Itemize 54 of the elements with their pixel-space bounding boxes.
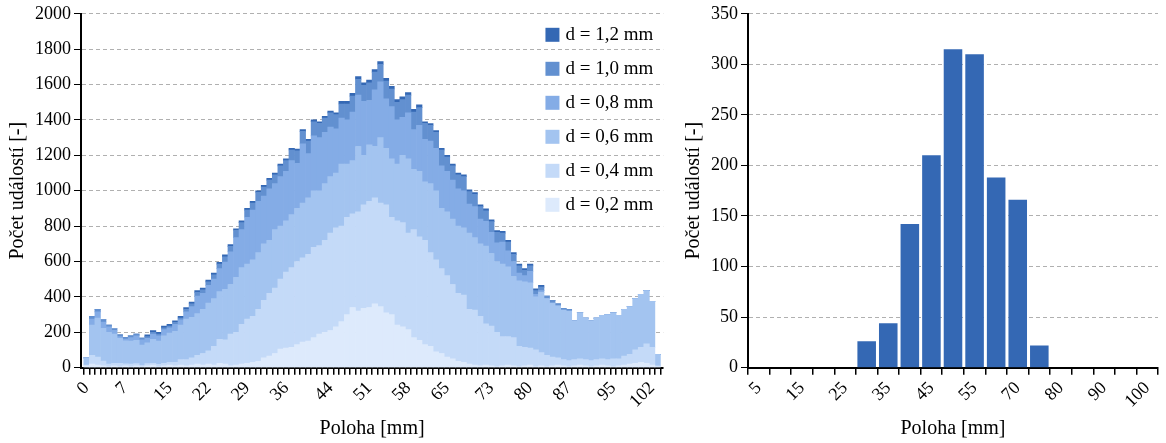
y-tick-label: 1800 — [35, 37, 71, 58]
y-tick-label: 600 — [44, 250, 71, 271]
y-tick-label: 100 — [711, 255, 738, 276]
legend-label: d = 0,6 mm — [565, 124, 654, 146]
y-tick-label: 2000 — [35, 2, 71, 23]
x-tick-label: 7 — [111, 377, 132, 398]
x-tick-label: 58 — [387, 377, 415, 405]
x-tick-label: 44 — [309, 377, 337, 405]
x-tick-label: 35 — [867, 377, 895, 405]
y-axis-title: Počet událostí [-] — [681, 121, 704, 260]
legend-label: d = 0,4 mm — [565, 158, 654, 180]
legend-label: d = 1,0 mm — [565, 56, 654, 78]
legend-label: d = 0,2 mm — [565, 192, 654, 214]
y-tick-label: 1600 — [35, 73, 71, 94]
x-tick-label: 29 — [226, 377, 254, 405]
x-tick-label: 36 — [265, 377, 293, 405]
x-axis-title: Poloha [mm] — [900, 416, 1006, 439]
x-tick-label: 73 — [470, 377, 498, 405]
x-tick-label: 15 — [781, 377, 809, 405]
x-tick-label: 51 — [348, 377, 376, 405]
x-tick-label: 0 — [72, 377, 93, 398]
y-tick-label: 400 — [44, 285, 71, 306]
x-tick-label: 100 — [1120, 377, 1154, 411]
y-tick-label: 200 — [711, 154, 738, 175]
y-tick-label: 50 — [720, 305, 738, 326]
x-axis-title: Poloha [mm] — [319, 416, 425, 439]
x-tick-label: 95 — [592, 377, 620, 405]
y-tick-label: 250 — [711, 103, 738, 124]
x-tick-label: 45 — [910, 377, 938, 405]
legend-label: d = 0,8 mm — [565, 90, 654, 112]
x-tick-label: 25 — [824, 377, 852, 405]
x-tick-label: 87 — [548, 377, 576, 405]
legend-label: d = 1,2 mm — [565, 22, 654, 44]
x-tick-label: 55 — [953, 377, 981, 405]
y-tick-label: 350 — [711, 2, 738, 23]
x-tick-label: 65 — [426, 377, 454, 405]
x-tick-label: 15 — [149, 377, 176, 405]
y-tick-label: 1400 — [35, 108, 71, 129]
y-tick-label: 0 — [729, 356, 738, 377]
y-tick-label: 150 — [711, 204, 738, 225]
x-tick-label: 102 — [625, 377, 659, 411]
x-tick-label: 5 — [744, 377, 765, 398]
y-tick-label: 200 — [44, 320, 71, 341]
x-tick-label: 70 — [997, 377, 1024, 405]
y-tick-label: 1200 — [35, 144, 71, 165]
x-tick-label: 80 — [509, 377, 537, 405]
x-tick-label: 80 — [1040, 377, 1068, 405]
y-tick-label: 300 — [711, 53, 738, 74]
x-tick-label: 90 — [1083, 377, 1111, 405]
y-tick-label: 800 — [44, 214, 71, 235]
y-axis-title: Počet událostí [-] — [5, 121, 28, 260]
y-tick-label: 1000 — [35, 179, 71, 200]
y-tick-label: 0 — [62, 356, 71, 377]
x-tick-label: 22 — [187, 377, 215, 405]
